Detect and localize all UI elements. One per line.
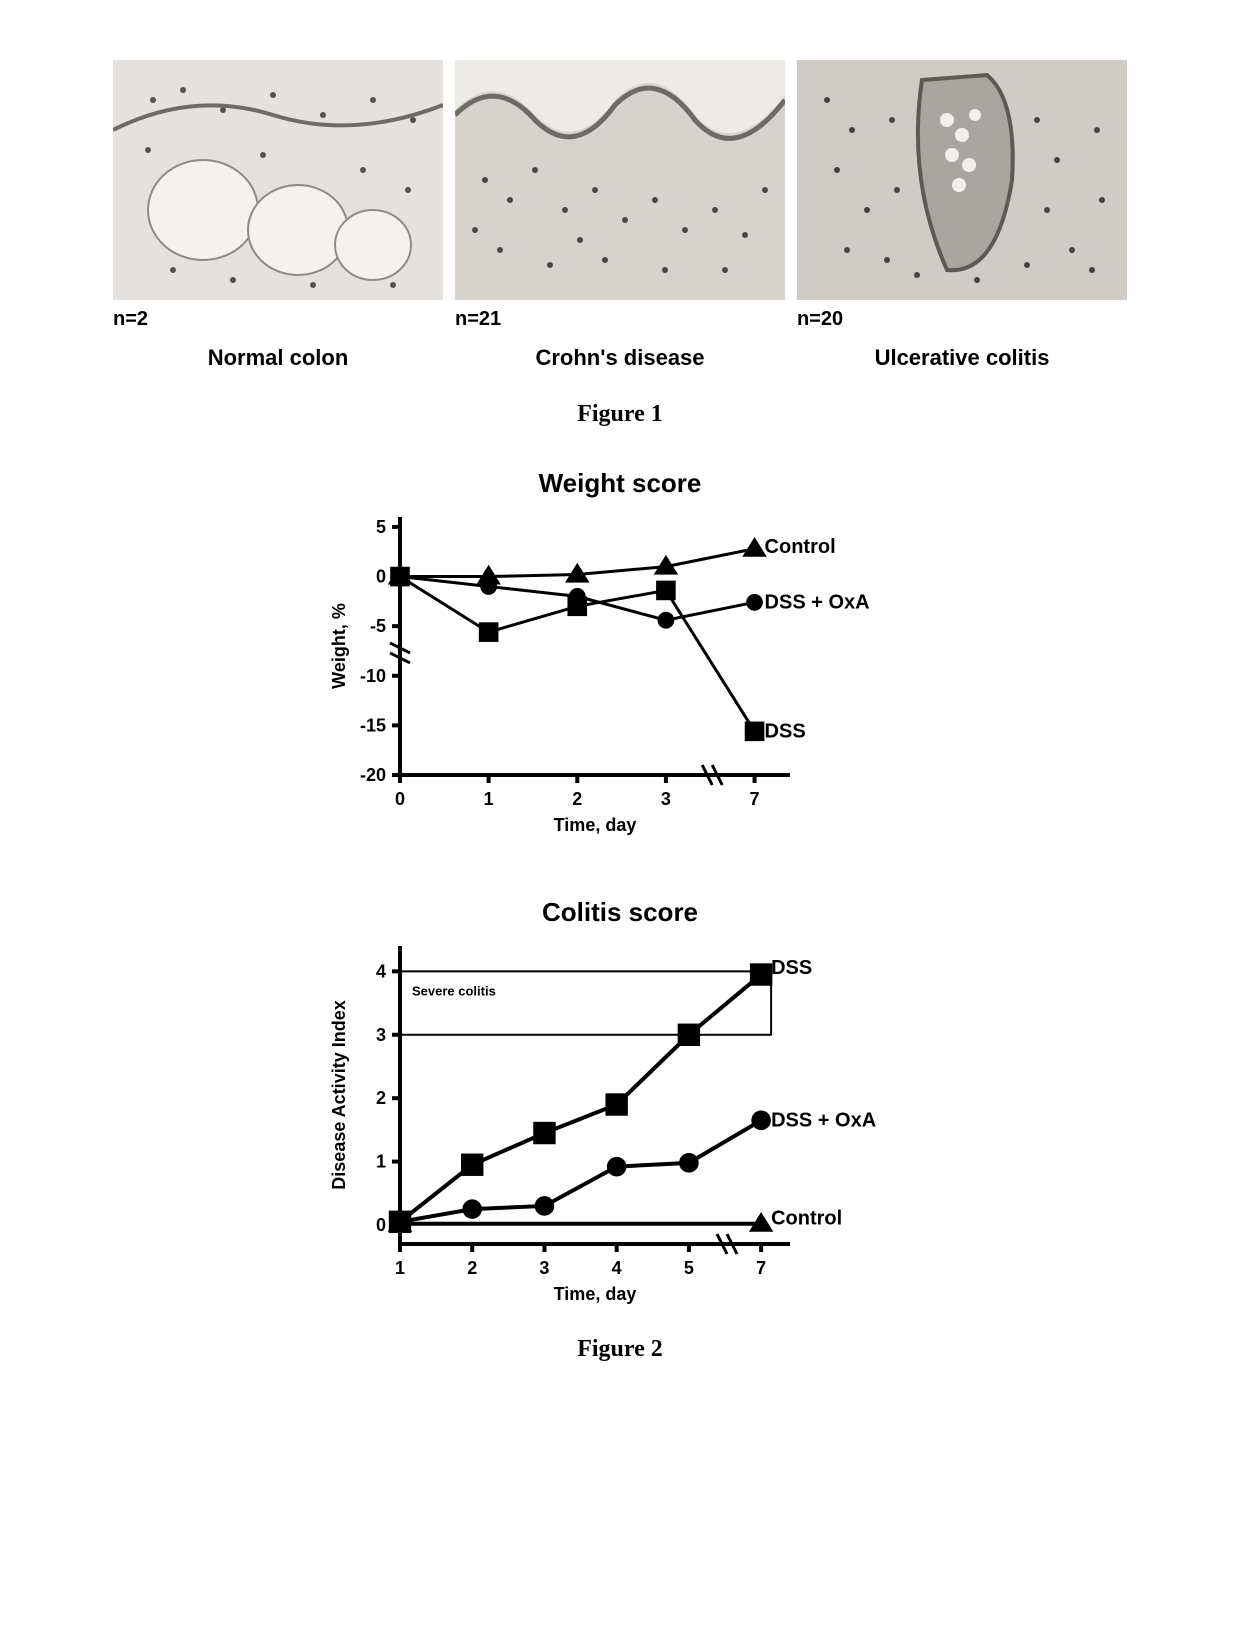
svg-text:0: 0	[376, 1215, 386, 1235]
panel-title: Crohn's disease	[455, 345, 785, 371]
colitis-chart-wrap: Colitis score 0 1 2 3 4 1 2 3 4 5 7 Severe colitis D…	[100, 897, 1140, 1306]
svg-text:0: 0	[395, 789, 405, 809]
svg-text:2: 2	[376, 1088, 386, 1108]
figure1-panels: n=2 Normal colon	[100, 60, 1140, 371]
colitis-chart: 0 1 2 3 4 1 2 3 4 5 7 Severe colitis DSS DSS + OxA Con…	[300, 936, 940, 1306]
n-caption: n=2	[113, 308, 148, 331]
svg-text:1: 1	[376, 1152, 386, 1172]
weight-chart-wrap: Weight score -20 -15 -10 -5 0 5 0 1 2 3 7 Control DS…	[100, 468, 1140, 837]
svg-text:DSS: DSS	[771, 957, 812, 979]
svg-text:DSS + OxA: DSS + OxA	[765, 591, 870, 613]
colitis-chart-title: Colitis score	[542, 897, 698, 928]
svg-text:2: 2	[572, 789, 582, 809]
svg-text:1: 1	[484, 789, 494, 809]
figure2-caption: Figure 2	[100, 1336, 1140, 1363]
svg-text:Disease Activity Index: Disease Activity Index	[329, 1000, 349, 1189]
weight-chart: -20 -15 -10 -5 0 5 0 1 2 3 7 Control DSS + OxA DSS Tim…	[300, 507, 940, 837]
svg-text:4: 4	[612, 1258, 622, 1278]
panel-title: Ulcerative colitis	[797, 345, 1127, 371]
svg-text:-15: -15	[360, 715, 386, 735]
svg-text:7: 7	[750, 789, 760, 809]
figure1-panel-uc: n=20 Ulcerative colitis	[797, 60, 1127, 371]
svg-text:3: 3	[661, 789, 671, 809]
figure1-panel-normal: n=2 Normal colon	[113, 60, 443, 371]
svg-text:Control: Control	[765, 536, 836, 558]
svg-text:7: 7	[756, 1258, 766, 1278]
svg-text:Time, day: Time, day	[554, 815, 637, 835]
svg-text:DSS + OxA: DSS + OxA	[771, 1109, 876, 1131]
figure1-caption: Figure 1	[100, 401, 1140, 428]
svg-text:Weight, %: Weight, %	[329, 603, 349, 689]
svg-text:DSS: DSS	[765, 720, 806, 742]
n-caption: n=21	[455, 308, 501, 331]
page: n=2 Normal colon	[0, 0, 1240, 1463]
panel-title: Normal colon	[113, 345, 443, 371]
histology-image-normal	[113, 60, 443, 300]
svg-text:2: 2	[467, 1258, 477, 1278]
svg-text:Control: Control	[771, 1208, 842, 1230]
histology-image-crohns	[455, 60, 785, 300]
svg-text:-5: -5	[370, 616, 386, 636]
histology-image-uc	[797, 60, 1127, 300]
histology-svg	[113, 60, 443, 300]
histology-svg	[455, 60, 785, 300]
svg-text:5: 5	[684, 1258, 694, 1278]
svg-text:Severe colitis: Severe colitis	[412, 983, 496, 998]
svg-text:1: 1	[395, 1258, 405, 1278]
svg-text:-20: -20	[360, 765, 386, 785]
svg-text:-10: -10	[360, 666, 386, 686]
svg-text:5: 5	[376, 517, 386, 537]
svg-text:4: 4	[376, 961, 386, 981]
svg-text:0: 0	[376, 567, 386, 587]
chart-spacer	[100, 837, 1140, 887]
n-caption: n=20	[797, 308, 843, 331]
histology-svg	[797, 60, 1127, 300]
svg-text:3: 3	[539, 1258, 549, 1278]
weight-chart-title: Weight score	[539, 468, 702, 499]
figure1-panel-crohns: n=21 Crohn's disease	[455, 60, 785, 371]
svg-text:3: 3	[376, 1025, 386, 1045]
svg-text:Time, day: Time, day	[554, 1284, 637, 1304]
